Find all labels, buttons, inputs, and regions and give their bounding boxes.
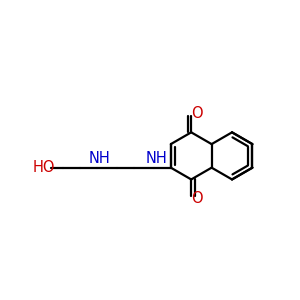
Text: NH: NH [89,151,111,166]
Text: HO: HO [33,160,56,175]
Text: O: O [191,106,202,121]
Text: O: O [191,191,202,206]
Text: NH: NH [146,151,168,166]
